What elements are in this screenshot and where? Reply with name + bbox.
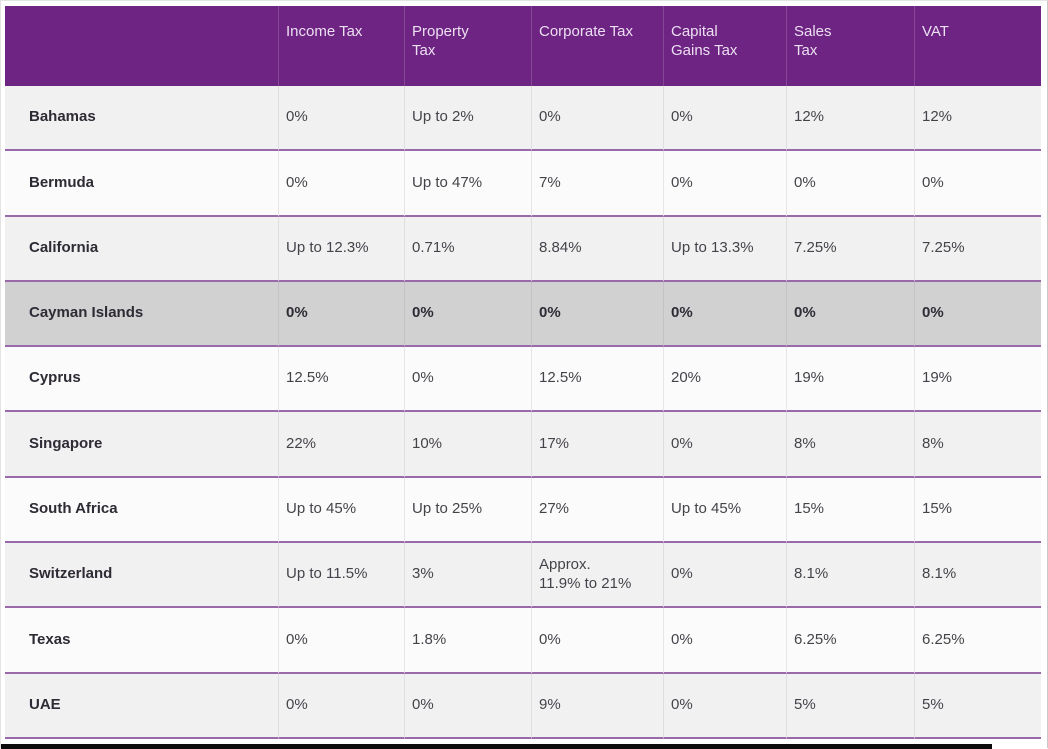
jurisdiction-cell: California	[5, 217, 278, 282]
value-cell: 19%	[786, 347, 914, 413]
value-cell: 0%	[914, 281, 1041, 348]
bottom-border-bar	[1, 744, 992, 749]
table-row: Singapore 22% 10% 17% 0% 8% 8%	[5, 412, 1041, 478]
jurisdiction-cell: South Africa	[5, 478, 278, 544]
value-cell: 7.25%	[786, 216, 914, 282]
table-row: Switzerland Up to 11.5% 3% Approx. 11.9% to…	[5, 543, 1041, 609]
value-cell: 22%	[278, 412, 404, 478]
value-cell: 1.8%	[404, 608, 531, 674]
value-cell: 15%	[914, 477, 1041, 544]
value-cell: 27%	[531, 477, 663, 544]
table-header-row: Income Tax Property Tax Corporate Tax Capit…	[5, 6, 1041, 86]
table-row: Bahamas 0% Up to 2% 0% 0% 12% 12%	[5, 86, 1041, 152]
header-cell: Property Tax	[404, 6, 531, 86]
value-cell: 8.1%	[786, 543, 914, 609]
value-cell: 0%	[663, 412, 786, 478]
value-cell: 0%	[663, 673, 786, 739]
value-cell: 0%	[404, 347, 531, 413]
value-cell: 0%	[278, 151, 404, 217]
jurisdiction-cell: Switzerland	[5, 543, 278, 609]
value-cell: 0%	[531, 281, 663, 348]
header-cell: VAT	[914, 6, 1041, 86]
value-cell: 6.25%	[914, 608, 1041, 674]
value-cell: 7%	[531, 151, 663, 217]
value-cell: 20%	[663, 347, 786, 413]
value-cell: 0%	[404, 673, 531, 739]
value-cell: Up to 45%	[663, 477, 786, 544]
value-cell: 0%	[663, 543, 786, 609]
value-cell: 8.84%	[531, 216, 663, 282]
value-cell: 0%	[278, 608, 404, 674]
table-row: California Up to 12.3% 0.71% 8.84% Up to 13.…	[5, 216, 1041, 282]
header-cell: Sales Tax	[786, 6, 914, 86]
value-cell: 5%	[786, 673, 914, 739]
jurisdiction-cell: UAE	[5, 674, 278, 739]
value-cell: 12.5%	[278, 347, 404, 413]
value-cell: 0%	[663, 151, 786, 217]
value-cell: 19%	[914, 347, 1041, 413]
value-cell: 8%	[786, 412, 914, 478]
table-row: UAE 0% 0% 9% 0% 5% 5%	[5, 673, 1041, 739]
value-cell: 0%	[786, 281, 914, 348]
value-cell: Up to 45%	[278, 477, 404, 544]
value-cell: 0%	[663, 86, 786, 152]
jurisdiction-cell: Bermuda	[5, 151, 278, 217]
value-cell: 9%	[531, 673, 663, 739]
value-cell: 5%	[914, 673, 1041, 739]
value-cell: 12%	[914, 86, 1041, 152]
tax-comparison-table: Income Tax Property Tax Corporate Tax Capit…	[5, 6, 1041, 739]
jurisdiction-cell: Bahamas	[5, 86, 278, 152]
value-cell: 17%	[531, 412, 663, 478]
jurisdiction-cell: Cayman Islands	[5, 282, 278, 348]
header-cell: Capital Gains Tax	[663, 6, 786, 86]
value-cell: 0%	[278, 673, 404, 739]
value-cell: 0%	[404, 281, 531, 348]
value-cell: Up to 11.5%	[278, 543, 404, 609]
value-cell: Approx. 11.9% to 21%	[531, 543, 663, 609]
value-cell: 0.71%	[404, 216, 531, 282]
value-cell: 15%	[786, 477, 914, 544]
value-cell: Up to 47%	[404, 151, 531, 217]
value-cell: Up to 12.3%	[278, 216, 404, 282]
jurisdiction-cell: Texas	[5, 608, 278, 674]
value-cell: 0%	[531, 86, 663, 152]
value-cell: 12%	[786, 86, 914, 152]
value-cell: 0%	[663, 608, 786, 674]
value-cell: 0%	[531, 608, 663, 674]
value-cell: 7.25%	[914, 216, 1041, 282]
jurisdiction-cell: Singapore	[5, 412, 278, 478]
value-cell: Up to 13.3%	[663, 216, 786, 282]
value-cell: 0%	[663, 281, 786, 348]
table-row: Cayman Islands 0% 0% 0% 0% 0% 0%	[5, 281, 1041, 348]
table-row: Texas 0% 1.8% 0% 0% 6.25% 6.25%	[5, 608, 1041, 674]
header-cell-empty	[5, 6, 278, 86]
jurisdiction-cell: Cyprus	[5, 347, 278, 413]
table-body: Bahamas 0% Up to 2% 0% 0% 12% 12% Bermuda 0% Up t…	[5, 86, 1041, 739]
value-cell: 8%	[914, 412, 1041, 478]
value-cell: 0%	[914, 151, 1041, 217]
header-cell: Corporate Tax	[531, 6, 663, 86]
value-cell: 10%	[404, 412, 531, 478]
table-row: South Africa Up to 45% Up to 25% 27% Up to 4…	[5, 477, 1041, 544]
table-row: Cyprus 12.5% 0% 12.5% 20% 19% 19%	[5, 347, 1041, 413]
value-cell: 3%	[404, 543, 531, 609]
table-row: Bermuda 0% Up to 47% 7% 0% 0% 0%	[5, 151, 1041, 217]
value-cell: 0%	[278, 86, 404, 152]
value-cell: Up to 25%	[404, 477, 531, 544]
value-cell: 12.5%	[531, 347, 663, 413]
value-cell: 0%	[278, 281, 404, 348]
value-cell: 0%	[786, 151, 914, 217]
header-cell: Income Tax	[278, 6, 404, 86]
value-cell: 8.1%	[914, 543, 1041, 609]
value-cell: Up to 2%	[404, 86, 531, 152]
value-cell: 6.25%	[786, 608, 914, 674]
